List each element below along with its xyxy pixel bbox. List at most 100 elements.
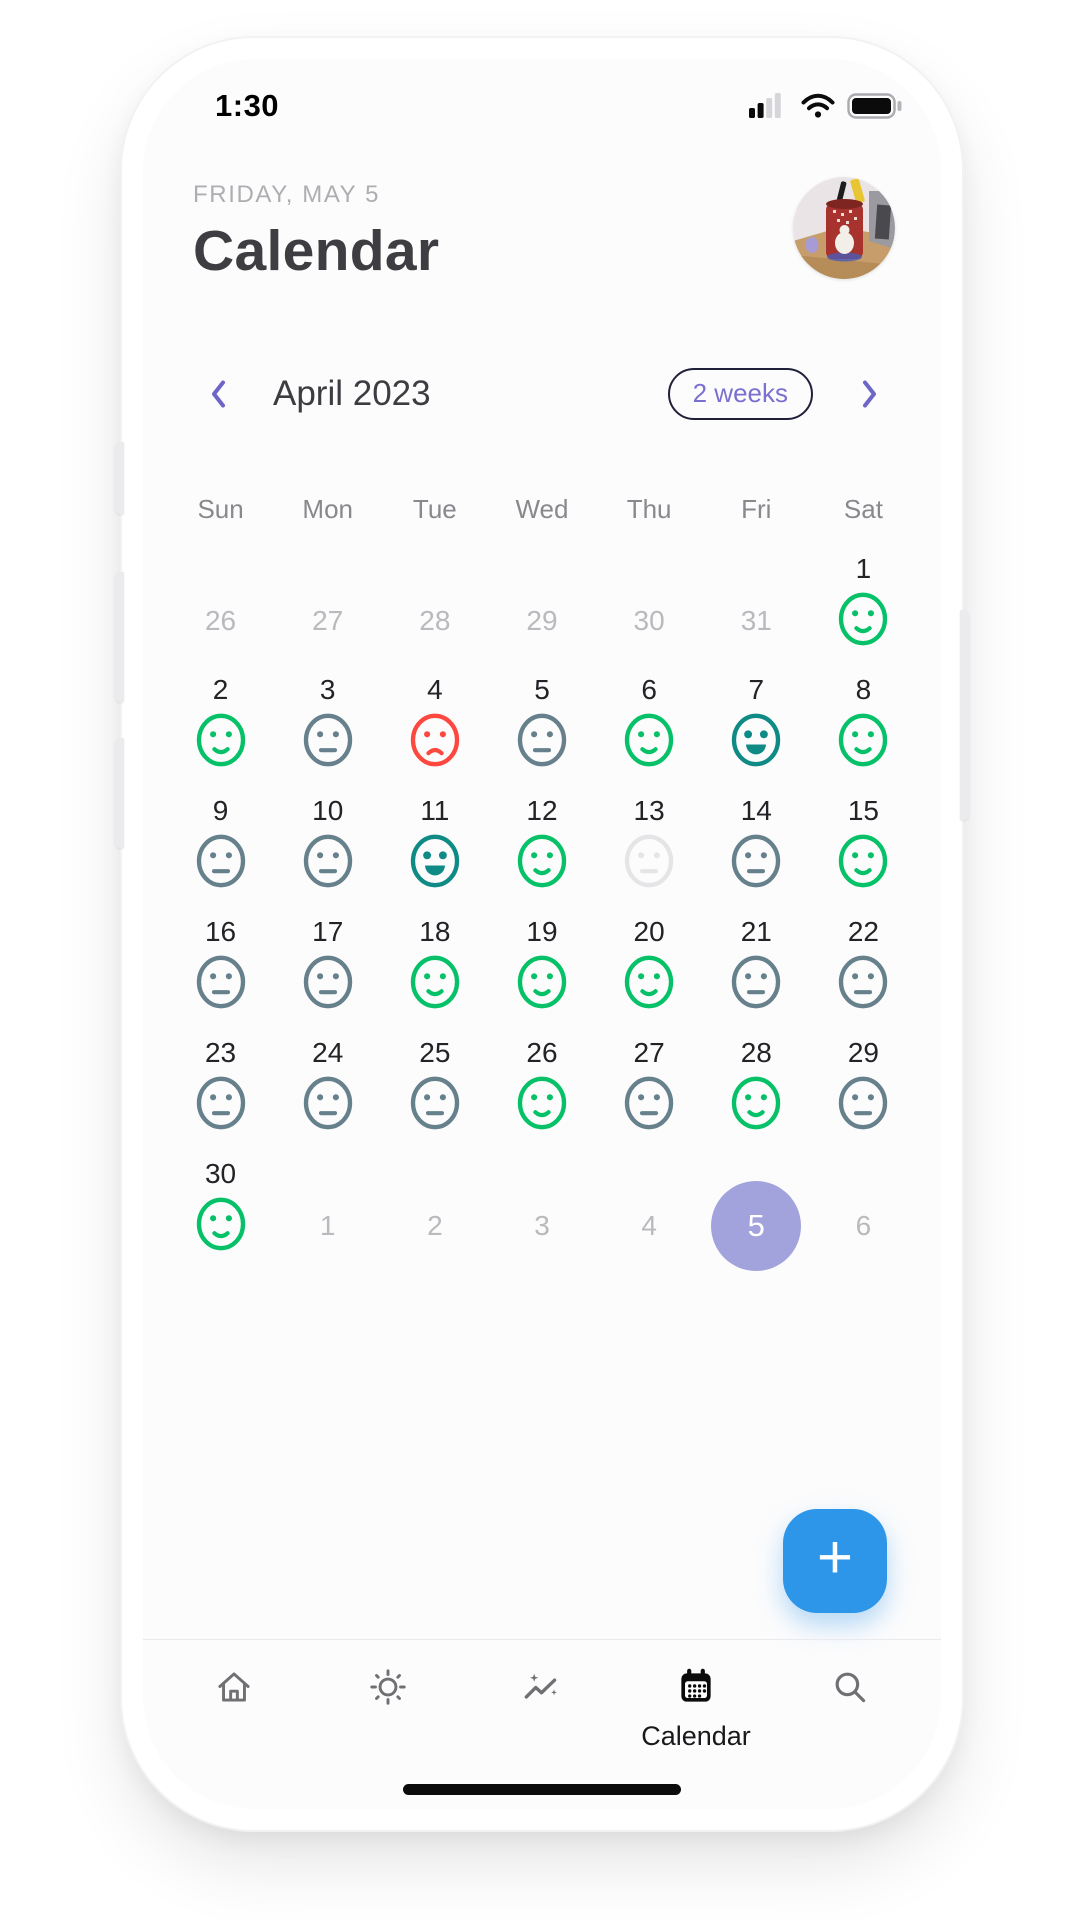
day-cell-next-1[interactable]: 1 [274,1152,381,1273]
day-number: 8 [855,674,872,705]
day-cell-current-15[interactable]: 15 [810,789,917,910]
day-cell-current-20[interactable]: 20 [596,910,703,1031]
day-number: 1 [855,553,872,584]
day-cell-prev-26[interactable]: 26 [167,547,274,668]
day-cell-current-24[interactable]: 24 [274,1031,381,1152]
adjacent-month-day-number: 1 [319,1210,336,1241]
home-indicator[interactable] [403,1784,681,1795]
plus-icon: + [816,1523,854,1592]
nav-item-today[interactable] [347,1664,429,1715]
day-cell-current-22[interactable]: 22 [810,910,917,1031]
nav-item-search[interactable] [809,1664,891,1715]
day-cell-current-14[interactable]: 14 [703,789,810,910]
day-cell-current-29[interactable]: 29 [810,1031,917,1152]
chevron-left-icon[interactable] [205,379,231,409]
mood-okay-icon [300,833,356,894]
status-bar: 1:30 [215,87,903,125]
nav-items: Calendar [143,1640,941,1752]
chevron-right-icon[interactable] [857,379,883,409]
current-date-label: FRIDAY, MAY 5 [193,181,381,208]
day-cell-current-10[interactable]: 10 [274,789,381,910]
day-cell-current-17[interactable]: 17 [274,910,381,1031]
day-number: 15 [847,795,879,826]
status-icons [749,92,903,120]
weekday-label: Wed [515,494,569,524]
day-number: 9 [212,795,229,826]
search-icon [827,1664,873,1715]
day-cell-next-3[interactable]: 3 [488,1152,595,1273]
day-cell-current-13[interactable]: 13 [596,789,703,910]
adjacent-month-day-number: 30 [633,605,665,636]
nav-item-home[interactable] [193,1664,275,1715]
adjacent-month-day-number: 4 [641,1210,657,1241]
day-cell-current-25[interactable]: 25 [381,1031,488,1152]
day-number: 13 [633,795,665,826]
day-cell-current-2[interactable]: 2 [167,668,274,789]
day-cell-current-7[interactable]: 7 [703,668,810,789]
month-nav: April 2023 2 weeks [205,368,883,420]
volume-down-button [115,738,124,848]
sun-icon [365,1664,411,1715]
day-cell-prev-31[interactable]: 31 [703,547,810,668]
calendar-grid: 26 27 28 29 30 31 1 2 3 4 5 6 7 8 9 10 11 12 [143,547,941,1273]
range-toggle-button[interactable]: 2 weeks [667,368,813,420]
mood-bad-icon [407,712,463,773]
day-cell-current-30[interactable]: 30 [167,1152,274,1273]
day-cell-current-18[interactable]: 18 [381,910,488,1031]
day-number: 18 [419,916,451,947]
day-cell-next-6[interactable]: 6 [810,1152,917,1273]
day-cell-current-19[interactable]: 19 [488,910,595,1031]
day-cell-next-2[interactable]: 2 [381,1152,488,1273]
day-cell-prev-29[interactable]: 29 [488,547,595,668]
mood-okay-icon [728,954,784,1015]
mood-okay-icon [835,954,891,1015]
day-cell-current-5[interactable]: 5 [488,668,595,789]
day-cell-current-1[interactable]: 1 [810,547,917,668]
avatar[interactable] [793,177,895,279]
day-cell-current-23[interactable]: 23 [167,1031,274,1152]
adjacent-month-day-number: 6 [855,1210,872,1241]
weekday-row: Sun Mon Tue Wed Thu Fri Sat [143,494,941,525]
day-cell-next-4[interactable]: 4 [596,1152,703,1273]
day-cell-current-21[interactable]: 21 [703,910,810,1031]
weekday-label: Mon [302,494,353,524]
day-cell-prev-27[interactable]: 27 [274,547,381,668]
day-cell-current-16[interactable]: 16 [167,910,274,1031]
day-number: 26 [526,1037,558,1068]
day-cell-current-9[interactable]: 9 [167,789,274,910]
day-cell-current-4[interactable]: 4 [381,668,488,789]
day-cell-current-12[interactable]: 12 [488,789,595,910]
mood-good-icon [407,954,463,1015]
nav-item-calendar[interactable]: Calendar [641,1664,751,1752]
phone-frame: 1:30 [115,38,969,1830]
day-cell-current-26[interactable]: 26 [488,1031,595,1152]
mood-good-icon [728,1075,784,1136]
day-number: 6 [641,674,657,705]
mood-okay-icon [300,1075,356,1136]
app-screen: 1:30 [143,59,941,1809]
day-cell-current-3[interactable]: 3 [274,668,381,789]
adjacent-month-day-number: 28 [419,605,451,636]
day-cell-next-5[interactable]: 5 [703,1152,810,1273]
day-number: 14 [740,795,772,826]
mood-okay-icon [300,954,356,1015]
day-cell-current-27[interactable]: 27 [596,1031,703,1152]
weekday-label: Tue [412,494,457,524]
battery-icon [847,93,902,119]
mute-switch [115,442,124,514]
mood-good-icon [514,1075,570,1136]
weekday-label: Sat [843,494,883,524]
day-cell-prev-28[interactable]: 28 [381,547,488,668]
nav-item-trends[interactable] [501,1664,583,1715]
day-cell-current-8[interactable]: 8 [810,668,917,789]
day-cell-current-28[interactable]: 28 [703,1031,810,1152]
day-cell-current-11[interactable]: 11 [381,789,488,910]
power-button [960,610,969,820]
day-cell-current-6[interactable]: 6 [596,668,703,789]
adjacent-month-day-number: 31 [740,605,772,636]
add-entry-button[interactable]: + [783,1509,887,1613]
weekday-label: Sun [197,494,244,524]
mood-okay-icon [728,833,784,894]
day-cell-prev-30[interactable]: 30 [596,547,703,668]
day-number: 19 [526,916,558,947]
